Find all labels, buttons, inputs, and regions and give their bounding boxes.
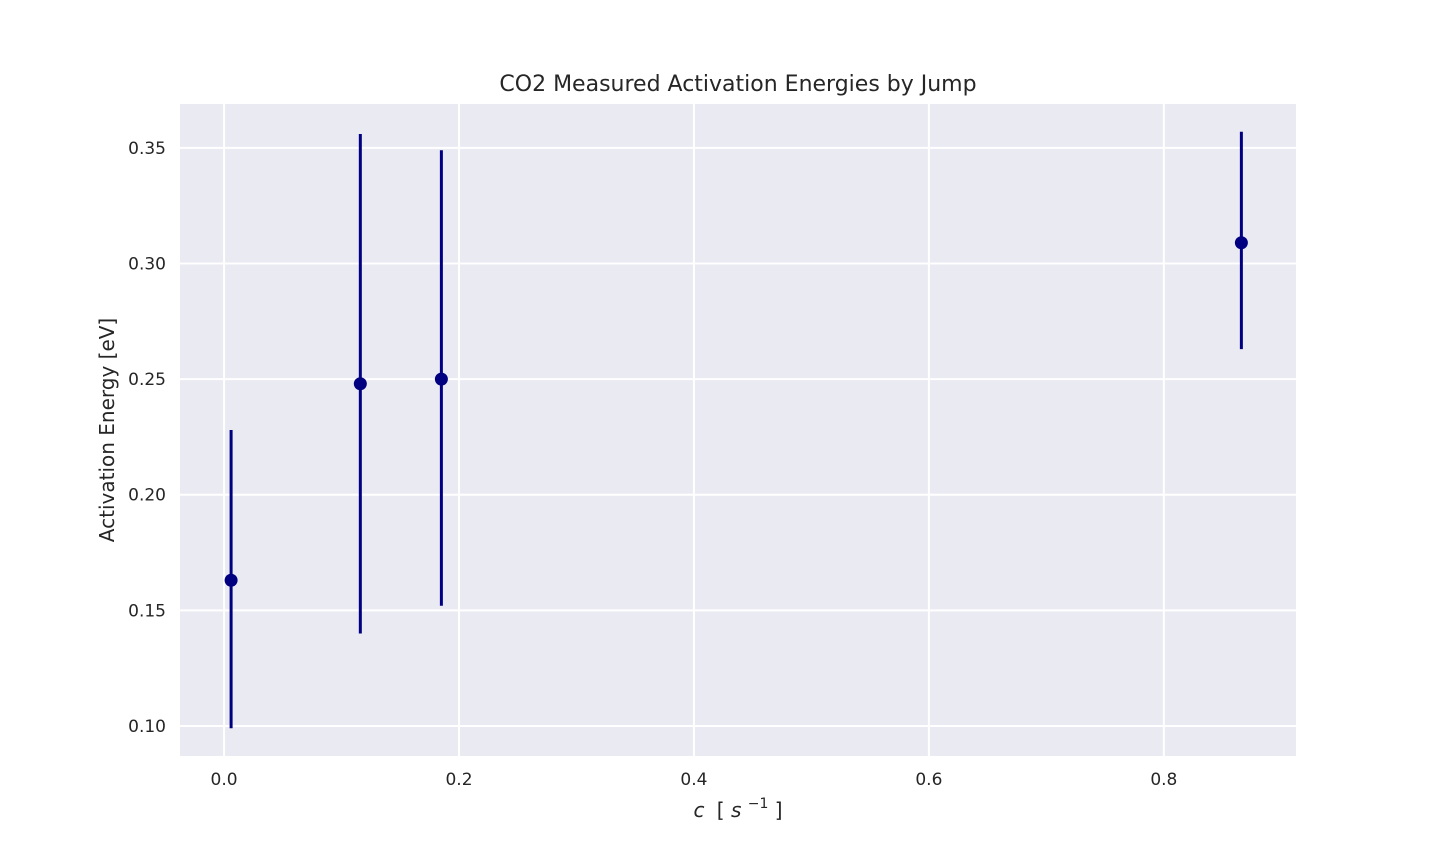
y-tick-label: 0.15 [128,601,166,621]
x-tick-label: 0.4 [680,770,707,790]
data-point [434,372,448,386]
x-label-open-bracket: [ [717,798,725,822]
data-marks [224,131,1248,729]
x-tick-label: 0.8 [1150,770,1177,790]
y-axis-label: Activation Energy [eV] [95,318,119,542]
y-tick-label: 0.35 [128,139,166,159]
y-tick-label: 0.10 [128,717,166,737]
chart-title: CO2 Measured Activation Energies by Jump [499,72,976,97]
x-tick-label: 0.0 [211,770,238,790]
x-label-close-bracket: ] [775,798,783,822]
x-tick-label: 0.2 [445,770,472,790]
plot-area [180,104,1296,756]
y-tick-label: 0.30 [128,255,166,275]
y-tick-label: 0.25 [128,370,166,390]
x-label-exponent: −1 [748,796,769,812]
x-tick-label: 0.6 [915,770,942,790]
grid-lines [180,104,1296,756]
y-tick-label: 0.20 [128,486,166,506]
tick-labels: 0.0 0.2 0.4 0.6 0.8 0.10 0.15 0.20 0.25 0.30 0.35 [128,139,1177,790]
x-label-symbol: c [693,798,704,822]
x-axis-label: c [ s −1 ] [693,789,782,822]
data-point [224,573,238,587]
data-point [1234,236,1248,250]
x-label-unit: s [731,798,741,822]
data-point [353,377,367,391]
